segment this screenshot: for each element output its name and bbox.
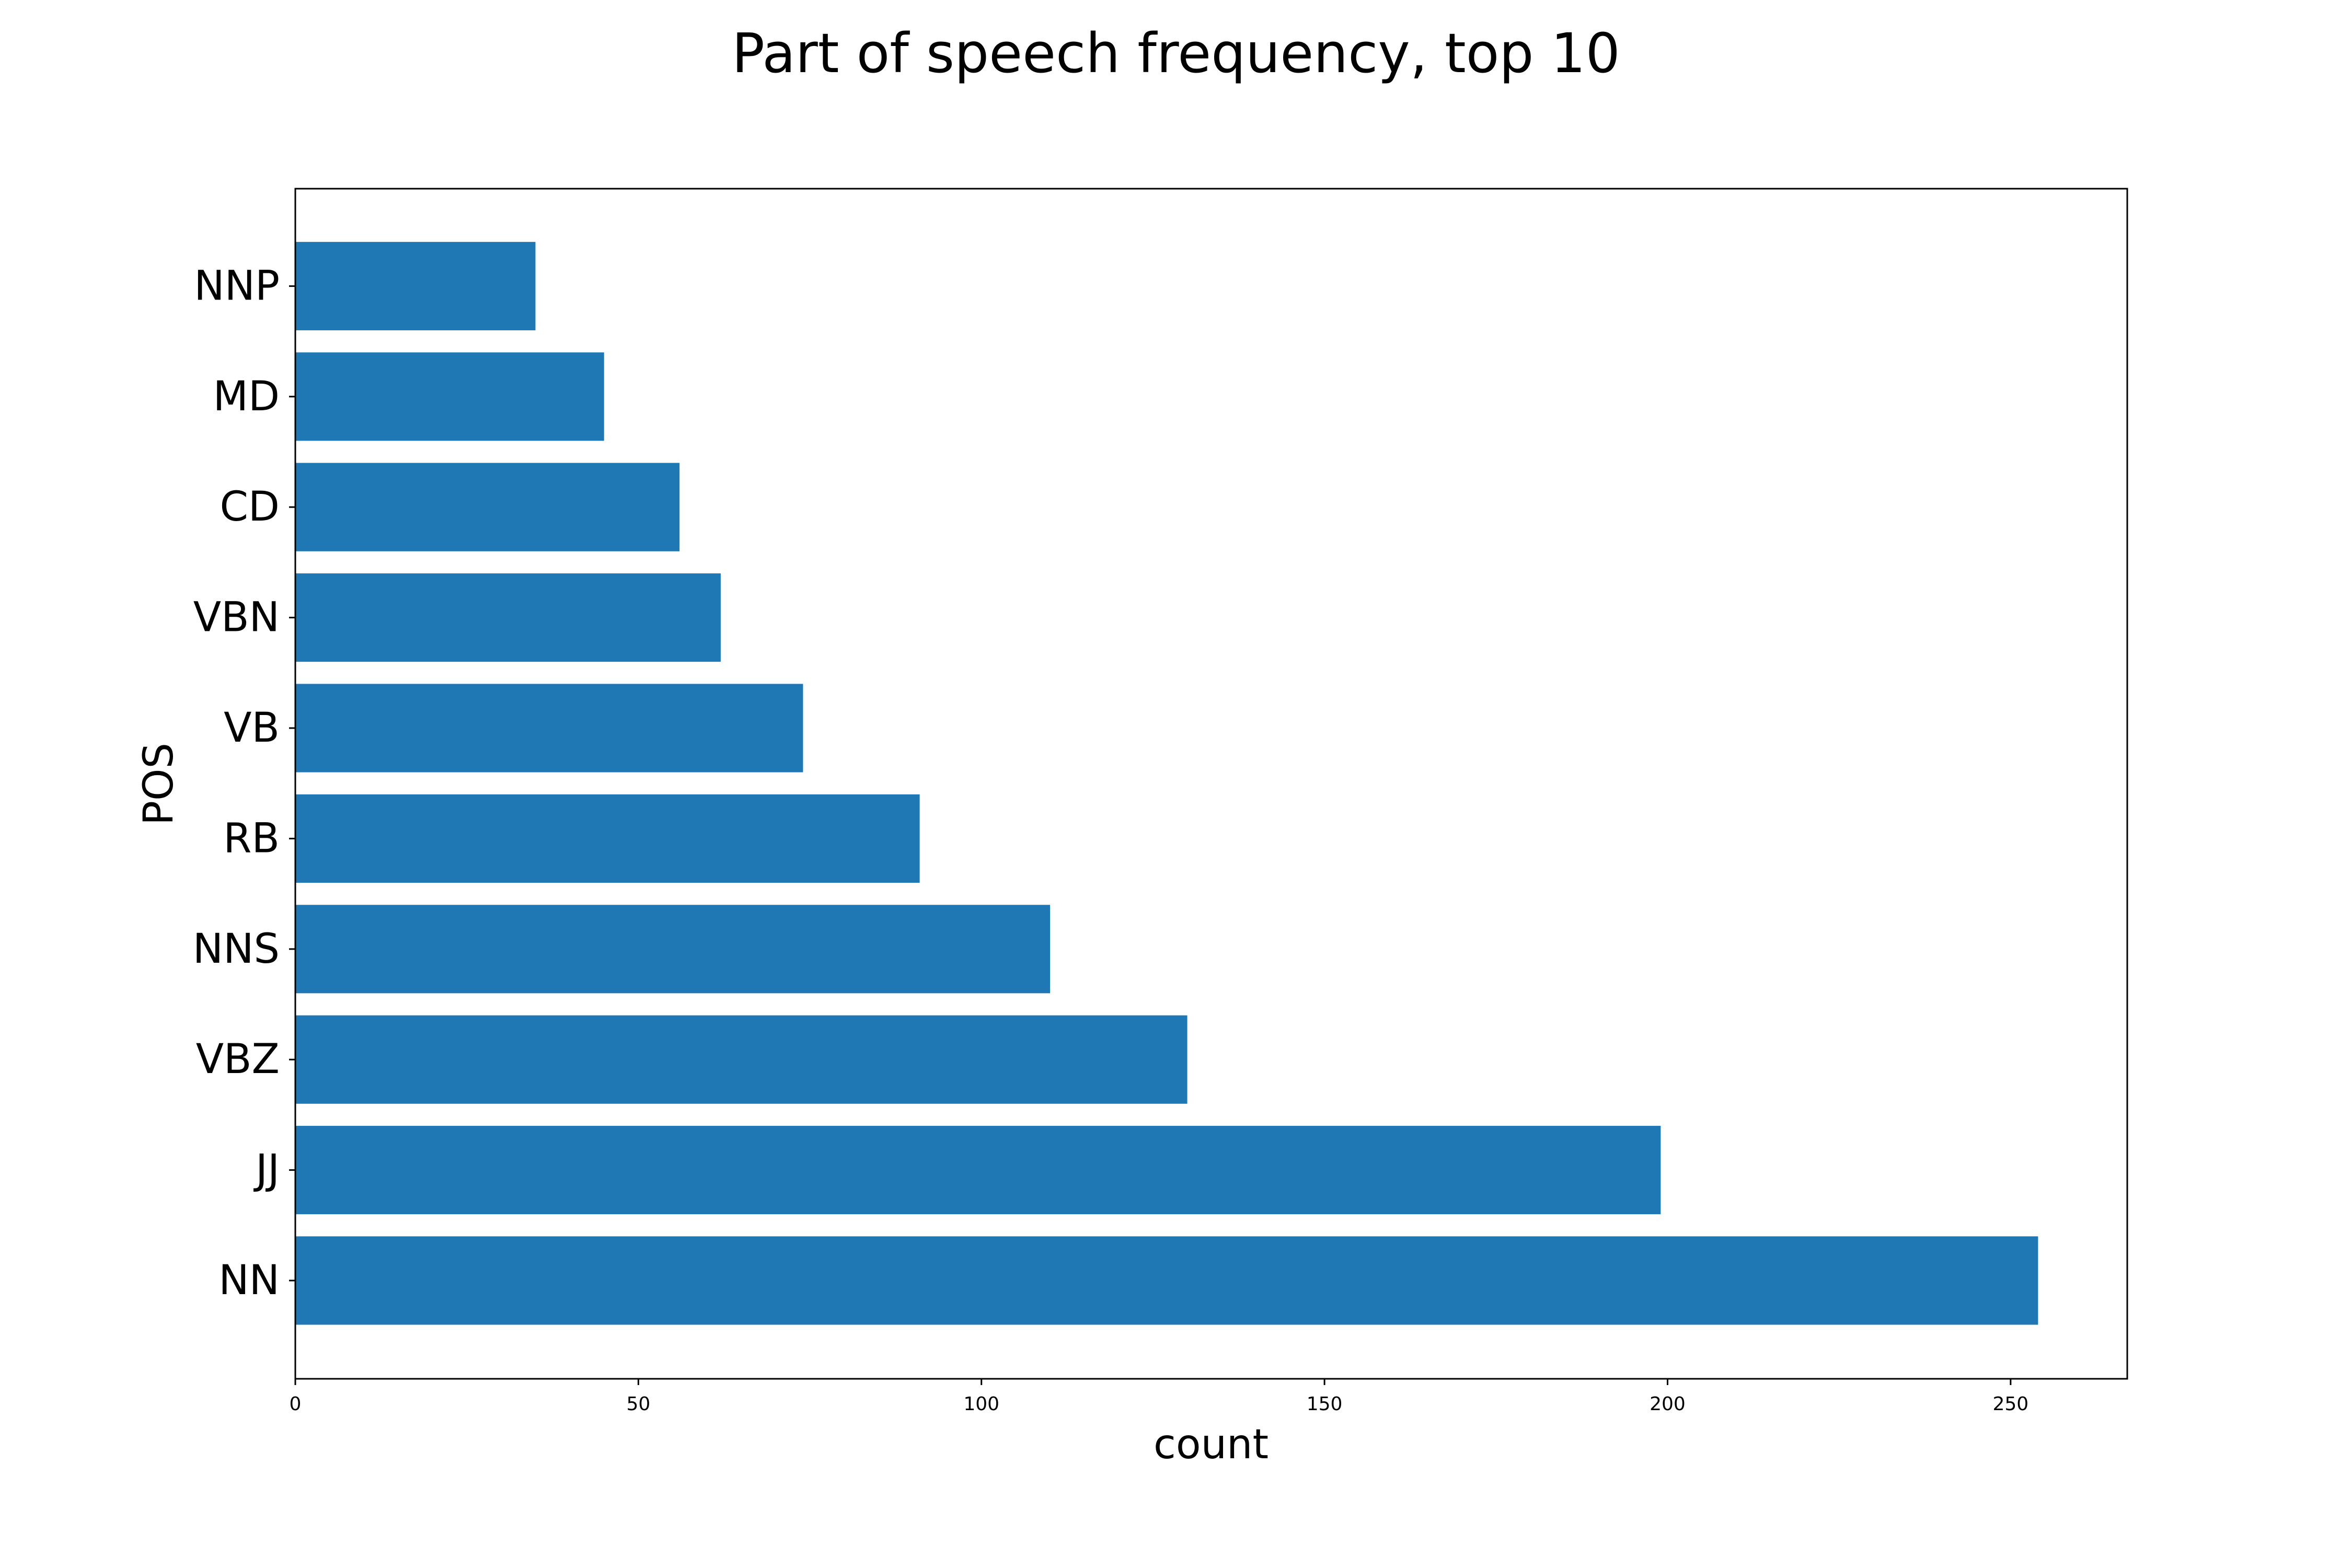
bar-nn: [295, 1236, 2038, 1325]
x-tick-label-200: 200: [1650, 1393, 1686, 1415]
y-tick-label-rb: RB: [223, 815, 280, 862]
bar-nns: [295, 905, 1051, 994]
x-tick-label-50: 50: [626, 1393, 650, 1415]
chart-title: Part of speech frequency, top 10: [732, 21, 1620, 85]
bar-jj: [295, 1126, 1661, 1215]
bar-vb: [295, 684, 803, 773]
bar-cd: [295, 463, 680, 551]
bar-vbz: [295, 1015, 1187, 1104]
x-ticks-group: 0 50 100 150 200 250: [290, 1379, 2028, 1415]
y-tick-label-nnp: NNP: [194, 262, 280, 309]
bars-group: [295, 241, 2038, 1325]
y-tick-label-jj: JJ: [253, 1147, 280, 1194]
x-axis-label: count: [1154, 1421, 1269, 1468]
y-tick-label-vbz: VBZ: [196, 1036, 280, 1083]
y-tick-label-cd: CD: [220, 483, 280, 531]
y-tick-label-vb: VB: [224, 705, 280, 752]
y-tick-label-nns: NNS: [193, 926, 280, 973]
bar-rb: [295, 794, 920, 883]
y-tick-label-md: MD: [213, 373, 280, 420]
x-tick-label-250: 250: [1992, 1393, 2028, 1415]
bar-nnp: [295, 241, 536, 330]
bar-vbn: [295, 573, 721, 662]
bar-md: [295, 352, 604, 441]
x-tick-label-0: 0: [290, 1393, 302, 1415]
y-ticks-group: NN JJ VBZ NNS RB VB VBN CD MD NNP: [193, 262, 295, 1304]
x-tick-label-100: 100: [963, 1393, 999, 1415]
y-tick-label-nn: NN: [218, 1257, 280, 1304]
x-tick-label-150: 150: [1307, 1393, 1343, 1415]
plot-frame: [294, 188, 2128, 1380]
y-tick-label-vbn: VBN: [193, 594, 280, 641]
y-axis-label: POS: [135, 743, 182, 825]
